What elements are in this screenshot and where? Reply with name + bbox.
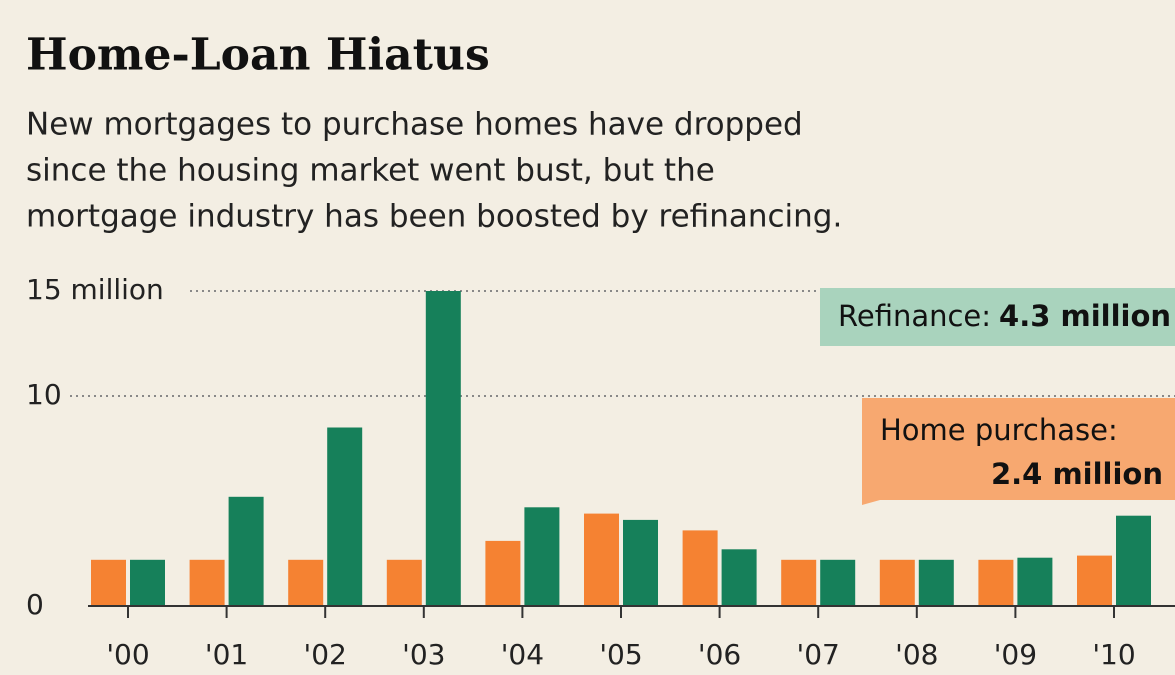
bar <box>91 559 126 606</box>
bar <box>386 559 422 606</box>
x-tick-label: '05 <box>599 638 642 671</box>
bar <box>524 507 560 606</box>
legend-box <box>820 288 1175 346</box>
subtitle: mortgage industry has been boosted by re… <box>26 199 842 235</box>
x-tick-label: '04 <box>501 638 544 671</box>
bar <box>130 559 165 606</box>
bar <box>584 513 619 606</box>
x-tick-label: '09 <box>994 638 1037 671</box>
bar <box>1116 515 1151 606</box>
bar <box>485 540 521 606</box>
y-tick-label: 15 million <box>26 273 164 306</box>
bar <box>879 559 915 606</box>
x-tick-label: '06 <box>698 638 741 671</box>
bar <box>288 559 324 606</box>
bar <box>820 559 856 606</box>
subtitle: since the housing market went bust, but … <box>26 153 715 189</box>
x-tick-label: '01 <box>205 638 248 671</box>
bar <box>1017 557 1053 606</box>
legend-label: Home purchase: <box>880 413 1118 447</box>
bar <box>978 559 1014 606</box>
data-label: 2.4 million <box>991 457 1163 491</box>
legend-box <box>862 398 1175 505</box>
x-tick-label: '00 <box>106 638 149 671</box>
subtitle: New mortgages to purchase homes have dro… <box>26 107 803 143</box>
bar <box>918 559 954 606</box>
bar <box>682 530 718 606</box>
x-tick-label: '10 <box>1092 638 1135 671</box>
bar <box>425 291 461 606</box>
bar <box>228 496 264 606</box>
y-tick-label: 10 <box>26 378 62 411</box>
chart-title: Home-Loan Hiatus <box>26 30 490 81</box>
bar <box>623 519 658 606</box>
bar <box>327 427 363 606</box>
bar <box>189 559 225 606</box>
x-tick-label: '03 <box>402 638 445 671</box>
legend-text: 4.3 million <box>999 299 1171 333</box>
y-tick-label: 0 <box>26 588 44 621</box>
legend-text: Refinance: <box>838 299 991 333</box>
x-tick-label: '07 <box>797 638 840 671</box>
x-tick-label: '08 <box>895 638 938 671</box>
bar <box>781 559 817 606</box>
x-tick-label: '02 <box>304 638 347 671</box>
legend-label: Refinance: 4.3 million <box>838 299 1171 333</box>
bar <box>1077 555 1112 606</box>
bar <box>721 549 757 606</box>
